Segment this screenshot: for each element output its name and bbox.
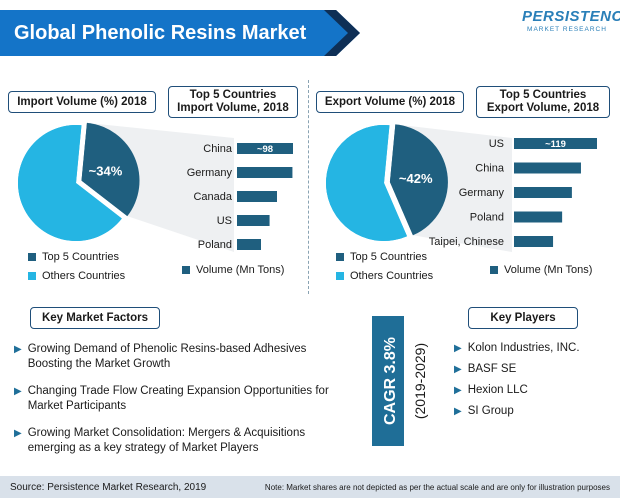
import-bar-category-label: Germany bbox=[187, 167, 233, 179]
legend-swatch-dark bbox=[28, 253, 36, 261]
import-bar-category-label: Canada bbox=[193, 191, 232, 203]
import-top5-title-line1: Top 5 Countries bbox=[189, 89, 277, 101]
export-legend-others-label: Others Countries bbox=[350, 270, 434, 282]
legend-swatch-dark bbox=[490, 266, 498, 274]
export-bar bbox=[514, 236, 554, 247]
export-legend-top5-label: Top 5 Countries bbox=[350, 251, 428, 263]
player-item: ▶ SI Group bbox=[454, 405, 514, 417]
arrow-icon: ▶ bbox=[454, 405, 462, 417]
arrow-icon: ▶ bbox=[14, 428, 22, 439]
export-fg-pie-slice-others bbox=[326, 125, 408, 241]
import-bar bbox=[237, 167, 293, 178]
export-bar bbox=[514, 187, 572, 198]
export-top5-title-line1: Top 5 Countries bbox=[499, 89, 587, 101]
key-players-title: Key Players bbox=[468, 307, 578, 329]
import-legend-others-label: Others Countries bbox=[42, 270, 126, 282]
player-name: Kolon Industries, INC. bbox=[467, 342, 580, 354]
cagr-value: CAGR 3.8% bbox=[382, 337, 399, 425]
export-bar bbox=[514, 211, 563, 223]
import-fg-pie-slice-others bbox=[18, 125, 122, 241]
import-bar bbox=[237, 191, 277, 202]
import-bar-category-label: Poland bbox=[198, 239, 232, 251]
export-bar-category-label: Taipei, Chinese bbox=[429, 236, 504, 248]
import-top5-title: Top 5 Countries Import Volume, 2018 bbox=[168, 86, 298, 118]
arrow-icon: ▶ bbox=[454, 363, 462, 375]
import-bar-category-label: US bbox=[217, 215, 232, 227]
export-volume-label: Export Volume (%) 2018 bbox=[316, 91, 464, 113]
player-name: BASF SE bbox=[467, 363, 517, 375]
export-legend-others: Others Countries bbox=[336, 270, 433, 282]
export-bar-category-label: US bbox=[489, 138, 504, 150]
export-bar-category-label: China bbox=[475, 163, 505, 175]
player-name: SI Group bbox=[467, 405, 514, 417]
legend-swatch-dark bbox=[182, 266, 190, 274]
import-legend-top5-label: Top 5 Countries bbox=[42, 251, 120, 263]
import-bar bbox=[237, 239, 261, 250]
player-item: ▶ Kolon Industries, INC. bbox=[454, 342, 580, 354]
arrow-icon: ▶ bbox=[454, 342, 462, 354]
factor-text: Changing Trade Flow Creating Expansion O… bbox=[27, 385, 329, 412]
import-fg-pie-data-label: ~34% bbox=[89, 163, 123, 178]
import-legend-volume-label: Volume (Mn Tons) bbox=[196, 264, 285, 276]
import-bar bbox=[237, 143, 293, 154]
export-fg-pie-slice-top5 bbox=[389, 124, 448, 236]
export-legend-volume-label: Volume (Mn Tons) bbox=[504, 264, 593, 276]
import-legend-volume: Volume (Mn Tons) bbox=[182, 264, 284, 276]
footer-note: Note: Market shares are not depicted as … bbox=[264, 482, 610, 492]
factor-item: ▶ Growing Demand of Phenolic Resins-base… bbox=[14, 342, 344, 372]
factor-text: Growing Demand of Phenolic Resins-based … bbox=[27, 343, 307, 370]
export-bar bbox=[514, 162, 581, 174]
import-bar-category-label: China bbox=[203, 143, 233, 155]
export-bar-category-label: Poland bbox=[470, 212, 504, 224]
page-title: Global Phenolic Resins Market bbox=[14, 22, 307, 44]
logo-sub-text: MARKET RESEARCH bbox=[527, 26, 607, 33]
export-bar-data-label: ~119 bbox=[545, 139, 566, 150]
export-legend-top5: Top 5 Countries bbox=[336, 251, 427, 263]
factor-item: ▶ Growing Market Consolidation: Mergers … bbox=[14, 426, 344, 456]
player-item: ▶ BASF SE bbox=[454, 363, 516, 375]
arrow-icon: ▶ bbox=[454, 384, 462, 396]
import-legend-top5: Top 5 Countries bbox=[28, 251, 119, 263]
export-bar bbox=[514, 138, 597, 149]
footer: Source: Persistence Market Research, 201… bbox=[0, 476, 620, 498]
export-bar-category-label: Germany bbox=[459, 187, 505, 199]
legend-swatch-light bbox=[336, 272, 344, 280]
player-name: Hexion LLC bbox=[467, 384, 528, 396]
factor-item: ▶ Changing Trade Flow Creating Expansion… bbox=[14, 384, 344, 414]
legend-swatch-light bbox=[28, 272, 36, 280]
import-fg-pie-slice-top5 bbox=[81, 122, 140, 217]
key-factors-title: Key Market Factors bbox=[30, 307, 160, 329]
export-legend-volume: Volume (Mn Tons) bbox=[490, 264, 592, 276]
import-volume-label: Import Volume (%) 2018 bbox=[8, 91, 156, 113]
section-divider bbox=[308, 80, 309, 294]
logo: PERSISTENCE MARKET RESEARCH bbox=[522, 8, 620, 33]
logo-main-text: PERSISTENCE bbox=[522, 8, 620, 25]
arrow-icon: ▶ bbox=[14, 344, 22, 355]
import-bar-data-label: ~98 bbox=[257, 144, 273, 155]
arrow-icon: ▶ bbox=[14, 386, 22, 397]
export-top5-title: Top 5 Countries Export Volume, 2018 bbox=[476, 86, 610, 118]
cagr-period: (2019-2029) bbox=[412, 343, 428, 419]
cagr-box: CAGR 3.8% (2019-2029) bbox=[372, 316, 428, 446]
factor-text: Growing Market Consolidation: Mergers & … bbox=[27, 427, 306, 454]
header-banner bbox=[0, 10, 360, 56]
export-top5-title-line2: Export Volume, 2018 bbox=[486, 102, 600, 114]
legend-swatch-dark bbox=[336, 253, 344, 261]
footer-source: Source: Persistence Market Research, 201… bbox=[10, 481, 207, 493]
import-legend-others: Others Countries bbox=[28, 270, 125, 282]
player-item: ▶ Hexion LLC bbox=[454, 384, 528, 396]
import-top5-title-line2: Import Volume, 2018 bbox=[177, 102, 289, 114]
export-fg-pie-data-label: ~42% bbox=[399, 171, 433, 186]
import-bar bbox=[237, 215, 270, 226]
